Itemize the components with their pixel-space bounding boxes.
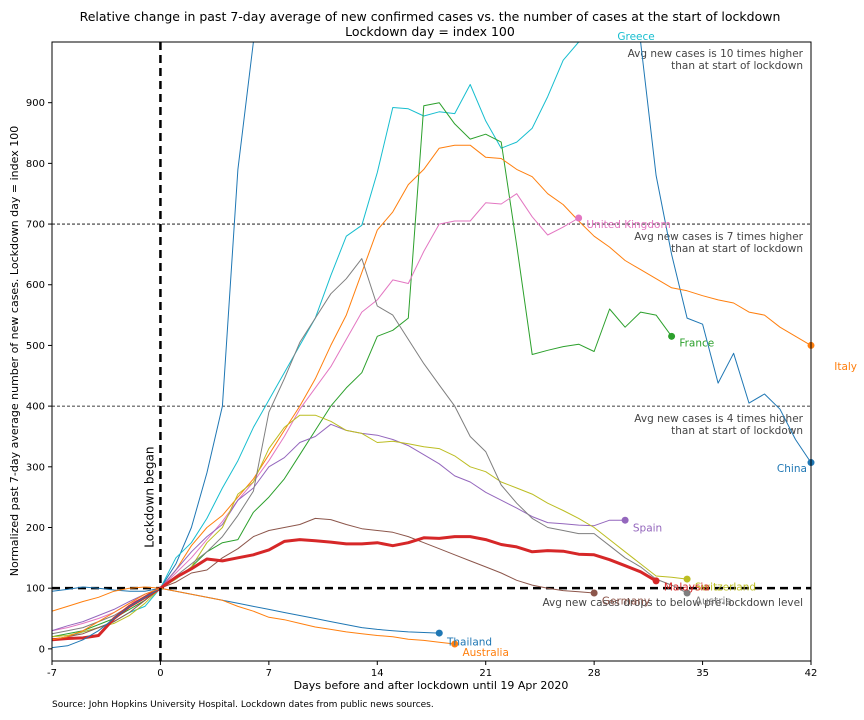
- series-line-thailand: [52, 587, 440, 649]
- series-label-thailand: Thailand: [446, 637, 492, 649]
- reference-label-700-line2: than at start of lockdown: [671, 243, 803, 255]
- series-line-china: [52, 42, 811, 592]
- series-end-point-germany: [590, 589, 598, 597]
- chart-subtitle: Lockdown day = index 100: [345, 24, 515, 39]
- series-label-spain: Spain: [633, 522, 662, 534]
- series-label-austria: Austria: [695, 595, 732, 607]
- lockdown-label: Lockdown began: [142, 447, 156, 548]
- y-tick-label: 800: [26, 159, 45, 170]
- series-end-point-france: [668, 332, 676, 340]
- series-labels: China Greece France Italy United Kingdom Spai…: [446, 31, 857, 659]
- y-tick-label: 200: [26, 523, 45, 534]
- series-label-china: China: [777, 463, 807, 475]
- y-tick-label: 100: [26, 584, 45, 595]
- source-note: Source: John Hopkins University Hospital…: [52, 700, 434, 710]
- series-end-point-austria: [683, 589, 691, 597]
- series-label-germany: Germany: [602, 595, 650, 607]
- x-tick-label: 14: [371, 668, 384, 679]
- y-axis-ticks: 0 100 200 300 400 500 600 700 800 900: [26, 98, 52, 655]
- y-tick-label: 300: [26, 462, 45, 473]
- series-end-point-malaysia: [652, 577, 660, 585]
- series-label-france: France: [679, 337, 714, 349]
- x-tick-label: 35: [696, 668, 709, 679]
- series-end-point-switzerland: [683, 575, 691, 583]
- y-tick-label: 700: [26, 220, 45, 231]
- series-end-point-united-kingdom: [575, 214, 583, 222]
- series-end-point-australia: [451, 640, 459, 648]
- lockdown-marker: Lockdown began: [142, 42, 162, 661]
- x-tick-label: 28: [588, 668, 601, 679]
- y-tick-label: 600: [26, 280, 45, 291]
- series-label-italy: Italy: [834, 361, 857, 373]
- series-label-switzerland: Switzerland: [695, 581, 756, 593]
- x-tick-label: 21: [479, 668, 492, 679]
- series-lines: [52, 42, 811, 649]
- series-end-point-thailand: [435, 629, 443, 637]
- x-axis-label: Days before and after lockdown until 19 …: [294, 679, 569, 692]
- y-tick-label: 900: [26, 98, 45, 109]
- chart-title: Relative change in past 7-day average of…: [80, 9, 781, 24]
- reference-label-400-line2: than at start of lockdown: [671, 425, 803, 437]
- series-label-greece: Greece: [617, 31, 654, 43]
- series-line-australia: [52, 587, 455, 645]
- series-label-australia: Australia: [462, 647, 508, 659]
- reference-label-700-line1: Avg new cases is 7 times higher: [634, 231, 803, 243]
- reference-label-100: Avg new cases drops to below pre-lockdow…: [542, 597, 803, 609]
- plot-frame: [51, 41, 812, 662]
- x-tick-label: 42: [805, 668, 818, 679]
- x-tick-label: 0: [157, 668, 163, 679]
- series-label-malaysia: Malaysia: [664, 581, 710, 593]
- series-end-point-spain: [621, 516, 629, 524]
- reference-lines: Avg new cases drops to below pre-lockdow…: [52, 48, 811, 609]
- y-tick-label: 500: [26, 341, 45, 352]
- x-tick-label: 7: [266, 668, 272, 679]
- reference-label-400-line1: Avg new cases is 4 times higher: [634, 413, 803, 425]
- reference-label-1000-line2: than at start of lockdown: [671, 60, 803, 72]
- y-tick-label: 0: [39, 644, 45, 655]
- reference-label-1000-line1: Avg new cases is 10 times higher: [628, 48, 804, 60]
- series-line-italy: [52, 144, 811, 612]
- series-line-germany: [52, 517, 595, 641]
- x-axis-ticks: -7 0 7 14 21 28 35 42: [47, 661, 817, 679]
- series-end-markers: [435, 214, 815, 648]
- x-tick-label: -7: [47, 668, 57, 679]
- y-tick-label: 400: [26, 402, 45, 413]
- y-axis-label: Normalized past 7-day average number of …: [8, 126, 21, 576]
- series-label-united-kingdom: United Kingdom: [586, 219, 670, 231]
